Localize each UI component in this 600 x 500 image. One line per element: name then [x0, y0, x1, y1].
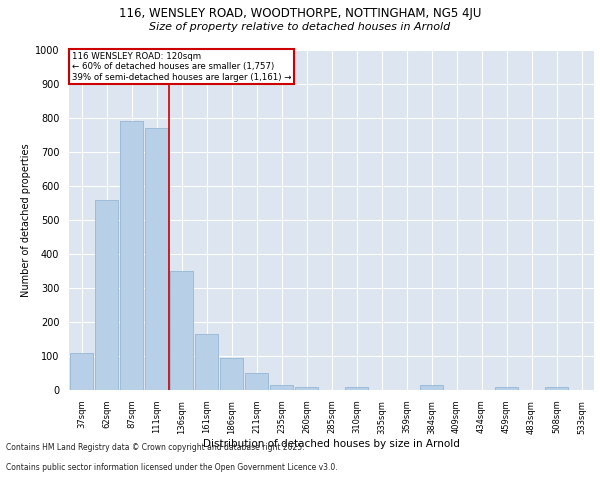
Bar: [545, 386, 568, 390]
Bar: [270, 385, 293, 390]
Bar: [345, 386, 368, 390]
Text: Contains HM Land Registry data © Crown copyright and database right 2025.: Contains HM Land Registry data © Crown c…: [6, 442, 305, 452]
Bar: [245, 373, 268, 390]
Text: 116 WENSLEY ROAD: 120sqm
← 60% of detached houses are smaller (1,757)
39% of sem: 116 WENSLEY ROAD: 120sqm ← 60% of detach…: [71, 52, 291, 82]
Text: Contains public sector information licensed under the Open Government Licence v3: Contains public sector information licen…: [6, 462, 338, 471]
Bar: [420, 385, 443, 390]
Bar: [195, 334, 218, 390]
Bar: [295, 386, 318, 390]
Text: 116, WENSLEY ROAD, WOODTHORPE, NOTTINGHAM, NG5 4JU: 116, WENSLEY ROAD, WOODTHORPE, NOTTINGHA…: [119, 8, 481, 20]
X-axis label: Distribution of detached houses by size in Arnold: Distribution of detached houses by size …: [203, 439, 460, 449]
Bar: [170, 271, 193, 390]
Bar: [145, 128, 168, 390]
Bar: [220, 358, 243, 390]
Bar: [120, 122, 143, 390]
Bar: [70, 352, 93, 390]
Text: Size of property relative to detached houses in Arnold: Size of property relative to detached ho…: [149, 22, 451, 32]
Bar: [495, 386, 518, 390]
Bar: [95, 200, 118, 390]
Y-axis label: Number of detached properties: Number of detached properties: [20, 143, 31, 297]
